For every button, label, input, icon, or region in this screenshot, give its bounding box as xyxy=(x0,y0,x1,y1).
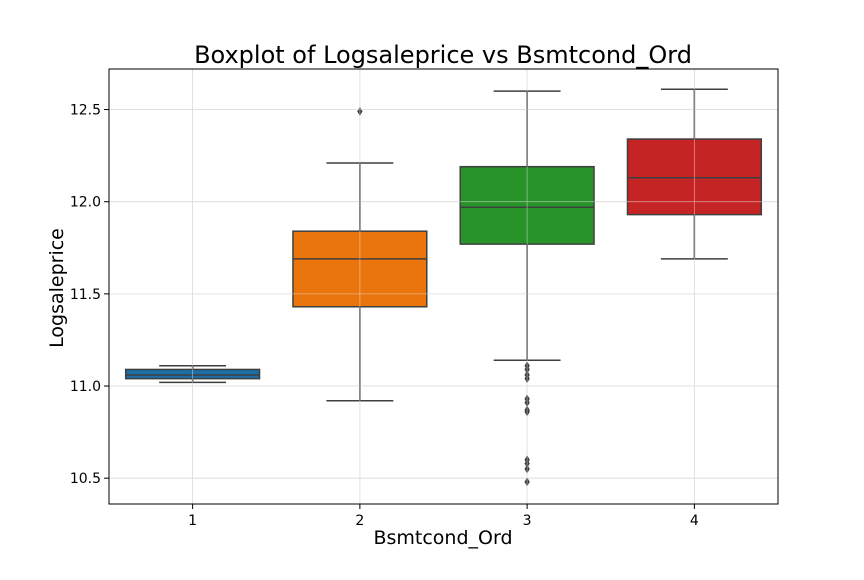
chart-title: Boxplot of Logsaleprice vs Bsmtcond_Ord xyxy=(194,41,692,69)
y-tick-label: 12.0 xyxy=(70,195,101,211)
plot-frame xyxy=(108,68,779,505)
y-tick-label: 12.5 xyxy=(70,103,101,119)
grid-overlay xyxy=(109,69,778,504)
x-tick-label: 3 xyxy=(523,513,532,529)
y-tick-label: 11.5 xyxy=(70,287,101,303)
x-axis-label: Bsmtcond_Ord xyxy=(373,527,512,549)
x-tick-label: 1 xyxy=(188,513,197,529)
grid-layer xyxy=(109,69,778,504)
x-tick-label: 2 xyxy=(355,513,364,529)
x-tick-label: 4 xyxy=(690,513,699,529)
axis-layer: 10.5 11.0 11.5 12.0 12.5 1 2 3 4 xyxy=(70,68,779,529)
plot-layer xyxy=(109,69,778,504)
y-tick-label: 10.5 xyxy=(70,471,101,487)
y-tick-label: 11.0 xyxy=(70,379,101,395)
y-axis-label: Logsaleprice xyxy=(46,228,68,348)
